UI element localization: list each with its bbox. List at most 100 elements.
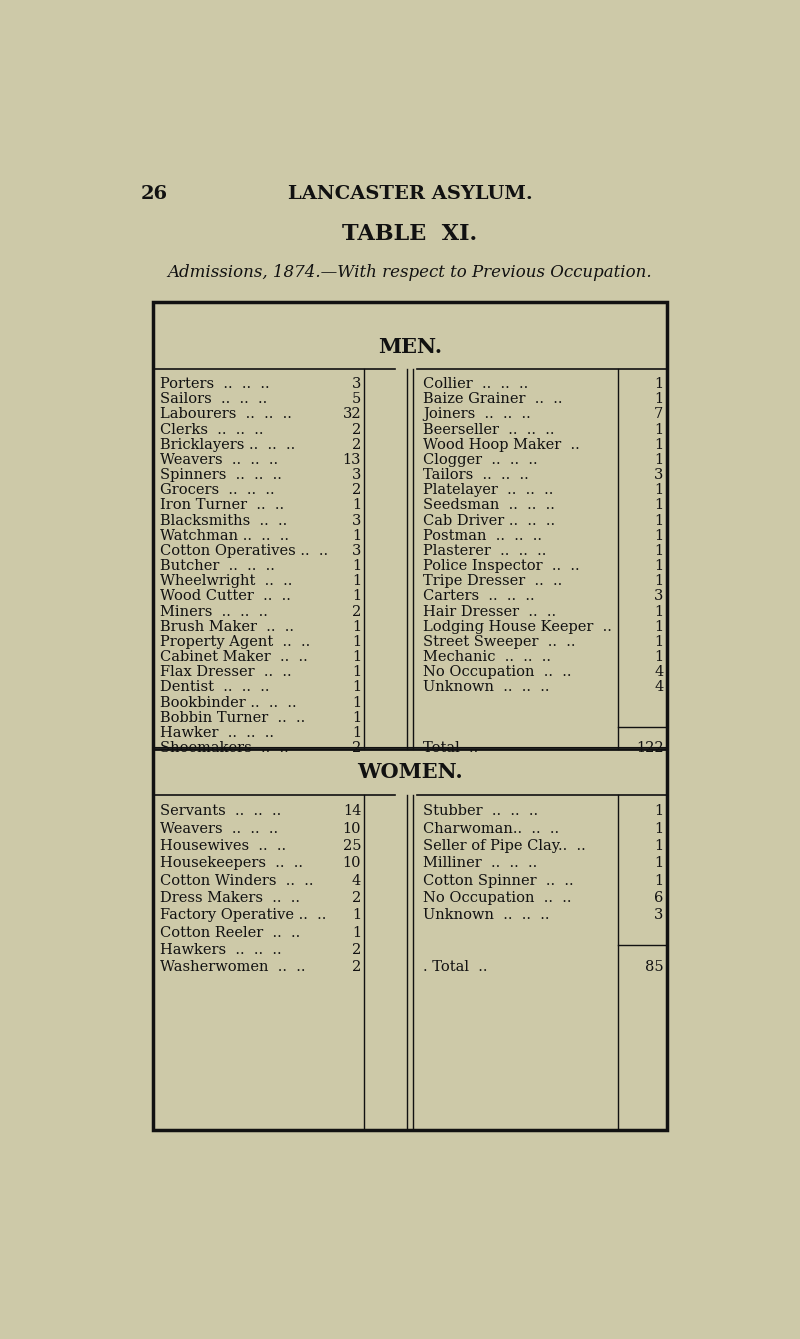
- Text: Hawker  ..  ..  ..: Hawker .. .. ..: [161, 726, 274, 740]
- Text: 26: 26: [140, 185, 167, 204]
- Text: 2: 2: [352, 943, 361, 957]
- Text: 122: 122: [636, 740, 663, 755]
- Text: Grocers  ..  ..  ..: Grocers .. .. ..: [161, 483, 275, 497]
- Text: 1: 1: [654, 423, 663, 437]
- Text: Watchman ..  ..  ..: Watchman .. .. ..: [161, 529, 290, 542]
- Text: 3: 3: [352, 469, 361, 482]
- Text: 5: 5: [352, 392, 361, 406]
- Text: Cotton Winders  ..  ..: Cotton Winders .. ..: [161, 874, 314, 888]
- Text: Total  ..: Total ..: [423, 740, 478, 755]
- Text: Cab Driver ..  ..  ..: Cab Driver .. .. ..: [423, 514, 555, 528]
- Text: 3: 3: [654, 469, 663, 482]
- Text: Porters  ..  ..  ..: Porters .. .. ..: [161, 378, 270, 391]
- Text: Hawkers  ..  ..  ..: Hawkers .. .. ..: [161, 943, 282, 957]
- Text: Property Agent  ..  ..: Property Agent .. ..: [161, 635, 310, 649]
- Text: 2: 2: [352, 483, 361, 497]
- Text: Brush Maker  ..  ..: Brush Maker .. ..: [161, 620, 294, 633]
- Text: 1: 1: [654, 605, 663, 619]
- Text: No Occupation  ..  ..: No Occupation .. ..: [423, 665, 572, 679]
- Text: Housekeepers  ..  ..: Housekeepers .. ..: [161, 857, 303, 870]
- Text: MEN.: MEN.: [378, 337, 442, 358]
- Text: 1: 1: [654, 560, 663, 573]
- Text: 3: 3: [352, 514, 361, 528]
- Text: Bobbin Turner  ..  ..: Bobbin Turner .. ..: [161, 711, 306, 724]
- Text: 2: 2: [352, 438, 361, 451]
- Text: 2: 2: [352, 423, 361, 437]
- Text: Iron Turner  ..  ..: Iron Turner .. ..: [161, 498, 285, 513]
- Text: WOMEN.: WOMEN.: [357, 762, 463, 782]
- Text: 1: 1: [352, 711, 361, 724]
- Text: 1: 1: [654, 514, 663, 528]
- Text: Miners  ..  ..  ..: Miners .. .. ..: [161, 605, 268, 619]
- Text: 2: 2: [352, 960, 361, 975]
- Text: Shoemakers  ..  ..: Shoemakers .. ..: [161, 740, 290, 755]
- Text: 2: 2: [352, 890, 361, 905]
- Text: 1: 1: [654, 392, 663, 406]
- Text: 14: 14: [343, 805, 361, 818]
- Text: Milliner  ..  ..  ..: Milliner .. .. ..: [423, 857, 538, 870]
- Text: TABLE  XI.: TABLE XI.: [342, 224, 478, 245]
- Text: 1: 1: [352, 574, 361, 588]
- Text: 1: 1: [654, 378, 663, 391]
- Text: 25: 25: [342, 840, 361, 853]
- Text: Weavers  ..  ..  ..: Weavers .. .. ..: [161, 822, 278, 836]
- Text: 1: 1: [352, 925, 361, 940]
- Text: 1: 1: [654, 857, 663, 870]
- Text: 85: 85: [645, 960, 663, 975]
- Text: Wood Hoop Maker  ..: Wood Hoop Maker ..: [423, 438, 580, 451]
- Text: Cotton Spinner  ..  ..: Cotton Spinner .. ..: [423, 874, 574, 888]
- Text: 4: 4: [654, 665, 663, 679]
- Text: 1: 1: [352, 908, 361, 923]
- Text: Servants  ..  ..  ..: Servants .. .. ..: [161, 805, 282, 818]
- Text: 1: 1: [654, 498, 663, 513]
- Text: 10: 10: [342, 857, 361, 870]
- Bar: [153, 303, 667, 1130]
- Text: Baize Grainer  ..  ..: Baize Grainer .. ..: [423, 392, 562, 406]
- Text: 1: 1: [352, 589, 361, 604]
- Text: Lodging House Keeper  ..: Lodging House Keeper ..: [423, 620, 612, 633]
- Text: Weavers  ..  ..  ..: Weavers .. .. ..: [161, 453, 278, 467]
- Text: Unknown  ..  ..  ..: Unknown .. .. ..: [423, 680, 550, 695]
- Text: Clogger  ..  ..  ..: Clogger .. .. ..: [423, 453, 538, 467]
- Text: Washerwomen  ..  ..: Washerwomen .. ..: [161, 960, 306, 975]
- Text: Tailors  ..  ..  ..: Tailors .. .. ..: [423, 469, 529, 482]
- Text: 1: 1: [352, 695, 361, 710]
- Text: 1: 1: [352, 665, 361, 679]
- Text: Butcher  ..  ..  ..: Butcher .. .. ..: [161, 560, 275, 573]
- Text: Seedsman  ..  ..  ..: Seedsman .. .. ..: [423, 498, 555, 513]
- Text: Charwoman..  ..  ..: Charwoman.. .. ..: [423, 822, 559, 836]
- Text: Spinners  ..  ..  ..: Spinners .. .. ..: [161, 469, 282, 482]
- Text: Cotton Reeler  ..  ..: Cotton Reeler .. ..: [161, 925, 301, 940]
- Text: No Occupation  ..  ..: No Occupation .. ..: [423, 890, 572, 905]
- Text: 1: 1: [654, 438, 663, 451]
- Text: Dentist  ..  ..  ..: Dentist .. .. ..: [161, 680, 270, 695]
- Text: 32: 32: [342, 407, 361, 422]
- Text: Wheelwright  ..  ..: Wheelwright .. ..: [161, 574, 293, 588]
- Text: Joiners  ..  ..  ..: Joiners .. .. ..: [423, 407, 531, 422]
- Text: Street Sweeper  ..  ..: Street Sweeper .. ..: [423, 635, 576, 649]
- Text: Plasterer  ..  ..  ..: Plasterer .. .. ..: [423, 544, 546, 558]
- Text: 1: 1: [654, 620, 663, 633]
- Text: Admissions, 1874.—With respect to Previous Occupation.: Admissions, 1874.—With respect to Previo…: [168, 264, 652, 281]
- Text: 2: 2: [352, 605, 361, 619]
- Text: Unknown  ..  ..  ..: Unknown .. .. ..: [423, 908, 550, 923]
- Text: 4: 4: [654, 680, 663, 695]
- Text: . Total  ..: . Total ..: [423, 960, 488, 975]
- Text: Sailors  ..  ..  ..: Sailors .. .. ..: [161, 392, 268, 406]
- Text: Postman  ..  ..  ..: Postman .. .. ..: [423, 529, 542, 542]
- Text: 1: 1: [654, 874, 663, 888]
- Text: 3: 3: [352, 544, 361, 558]
- Text: 3: 3: [654, 589, 663, 604]
- Text: 3: 3: [352, 378, 361, 391]
- Text: 6: 6: [654, 890, 663, 905]
- Text: 1: 1: [654, 574, 663, 588]
- Text: 1: 1: [352, 620, 361, 633]
- Text: Wood Cutter  ..  ..: Wood Cutter .. ..: [161, 589, 291, 604]
- Text: 1: 1: [654, 483, 663, 497]
- Text: 1: 1: [352, 529, 361, 542]
- Text: 1: 1: [654, 453, 663, 467]
- Text: Collier  ..  ..  ..: Collier .. .. ..: [423, 378, 529, 391]
- Text: 4: 4: [352, 874, 361, 888]
- Text: 1: 1: [352, 651, 361, 664]
- Text: LANCASTER ASYLUM.: LANCASTER ASYLUM.: [288, 185, 532, 204]
